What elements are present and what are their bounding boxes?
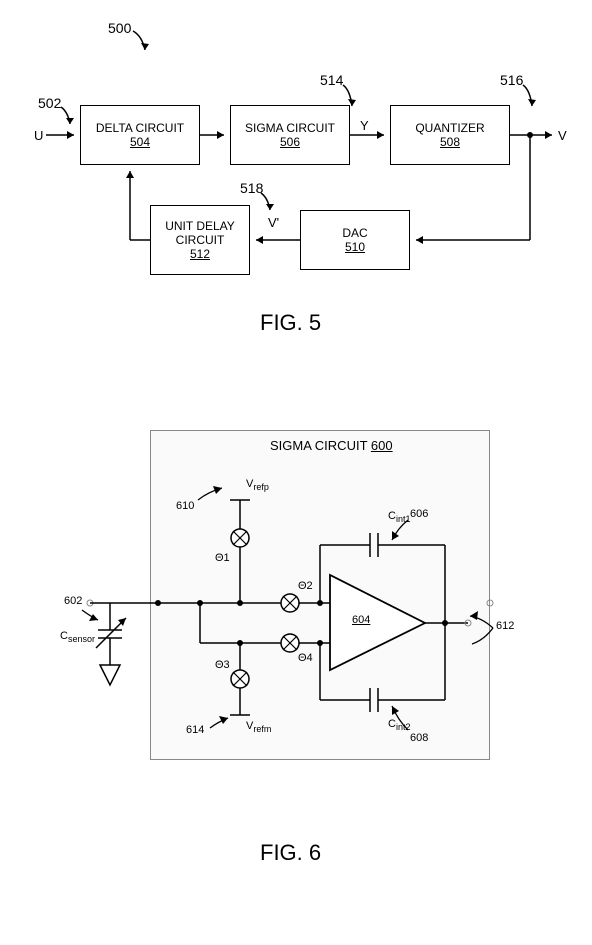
ref-606: 606: [410, 508, 428, 520]
theta2: Θ2: [298, 580, 313, 592]
ref-608: 608: [410, 732, 428, 744]
vrefp-sub: refp: [253, 482, 269, 492]
cint1-label: Cint1: [388, 510, 410, 524]
cint2-label: Cint2: [388, 718, 410, 732]
fig6-caption: FIG. 6: [260, 840, 321, 866]
csensor-label: Csensor: [60, 630, 95, 644]
csensor-sub: sensor: [68, 634, 95, 644]
cint2-sub: int2: [396, 722, 411, 732]
theta4: Θ4: [298, 652, 313, 664]
ref-612: 612: [496, 620, 514, 632]
vrefm-label: Vrefm: [246, 720, 271, 734]
ref-602: 602: [64, 595, 82, 607]
theta1: Θ1: [215, 552, 230, 564]
csensor-c: C: [60, 630, 68, 642]
cint1-sub: int1: [396, 514, 411, 524]
cint2-c: C: [388, 718, 396, 730]
vrefm-sub: refm: [253, 724, 271, 734]
ref-604: 604: [352, 614, 370, 626]
vrefp-label: Vrefp: [246, 478, 269, 492]
diagram-canvas: 500 502 514 516 518 DELTA CIRCUIT 504 SI…: [0, 0, 592, 945]
ref-610: 610: [176, 500, 194, 512]
fig6-circuit: [0, 0, 592, 820]
ref-614: 614: [186, 724, 204, 736]
cint1-c: C: [388, 510, 396, 522]
theta3: Θ3: [215, 659, 230, 671]
